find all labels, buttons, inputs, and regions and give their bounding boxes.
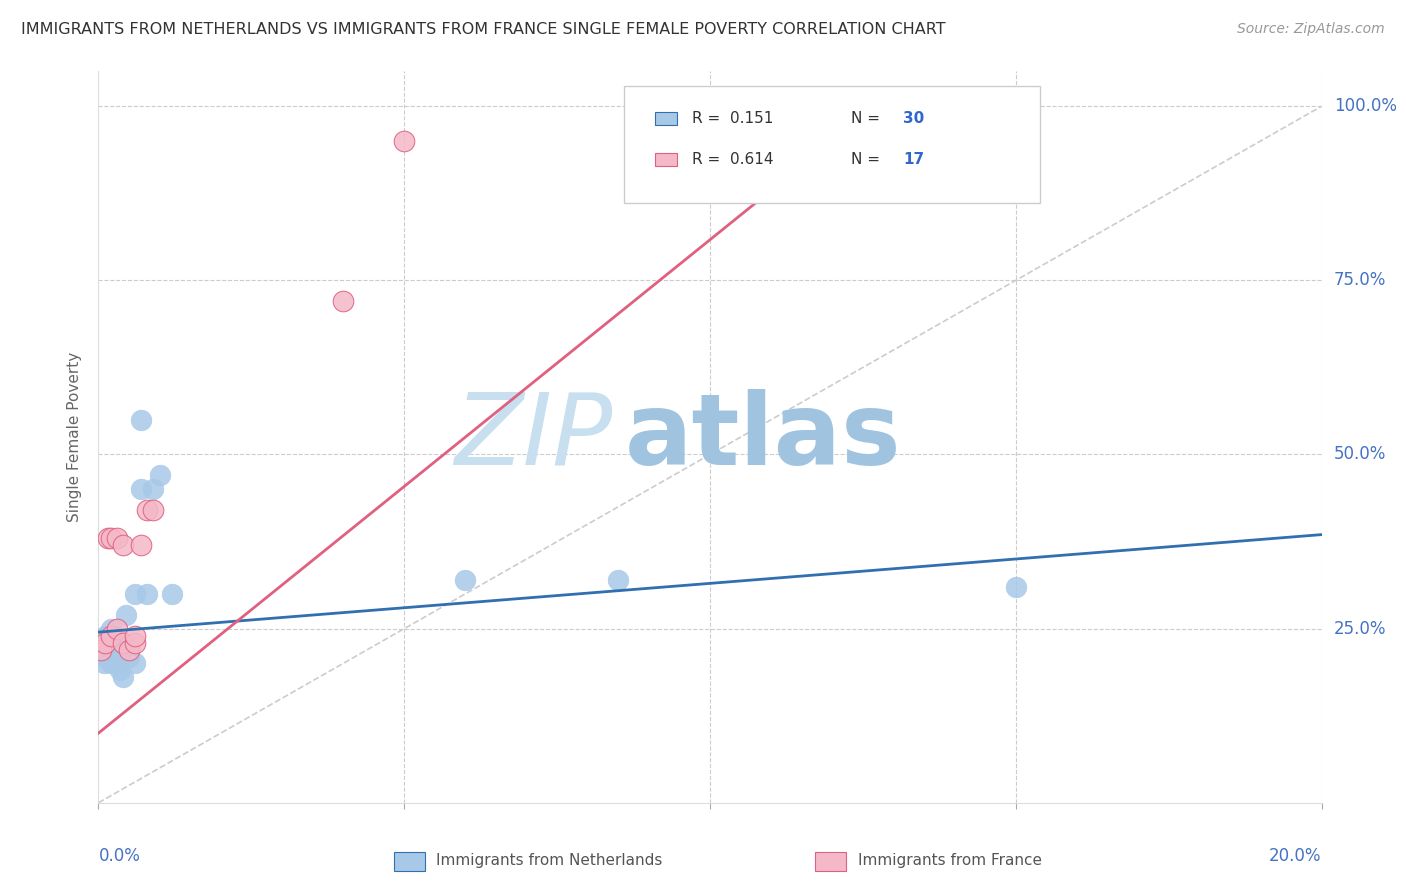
Point [124, 657, 146, 671]
Y-axis label: Single Female Poverty: Single Female Poverty [67, 352, 83, 522]
Point [607, 573, 630, 587]
Point [1004, 580, 1026, 594]
Point [118, 642, 141, 657]
Point [136, 503, 159, 517]
Text: Immigrants from France: Immigrants from France [858, 854, 1042, 868]
Point [105, 657, 128, 671]
Text: ZIP: ZIP [454, 389, 612, 485]
Point [124, 635, 146, 649]
Point [100, 622, 122, 636]
Text: 25.0%: 25.0% [1334, 620, 1386, 638]
Point [103, 629, 125, 643]
Point [392, 134, 416, 148]
Point [111, 538, 134, 552]
Point [124, 629, 146, 643]
Text: N =: N = [851, 112, 884, 127]
FancyBboxPatch shape [655, 153, 678, 166]
Text: Source: ZipAtlas.com: Source: ZipAtlas.com [1237, 22, 1385, 37]
Point [111, 635, 134, 649]
Text: R =  0.614: R = 0.614 [692, 152, 773, 167]
Point [100, 642, 122, 657]
Text: 17: 17 [903, 152, 924, 167]
FancyBboxPatch shape [655, 112, 678, 126]
Point [454, 573, 477, 587]
Point [332, 294, 354, 309]
Point [93, 629, 115, 643]
Text: 30: 30 [903, 112, 925, 127]
Text: 75.0%: 75.0% [1334, 271, 1386, 289]
Point [111, 642, 134, 657]
Text: 100.0%: 100.0% [1334, 97, 1398, 115]
Point [93, 649, 115, 664]
Point [100, 657, 122, 671]
Point [142, 483, 165, 497]
Point [100, 531, 122, 545]
Point [97, 649, 120, 664]
Point [118, 642, 141, 657]
Point [129, 538, 152, 552]
Point [91, 642, 114, 657]
Text: atlas: atlas [624, 389, 901, 485]
Point [105, 622, 128, 636]
Text: 50.0%: 50.0% [1334, 445, 1386, 464]
Point [97, 635, 120, 649]
Text: R =  0.151: R = 0.151 [692, 112, 773, 127]
Text: 0.0%: 0.0% [98, 847, 141, 864]
Text: IMMIGRANTS FROM NETHERLANDS VS IMMIGRANTS FROM FRANCE SINGLE FEMALE POVERTY CORR: IMMIGRANTS FROM NETHERLANDS VS IMMIGRANT… [21, 22, 946, 37]
Point [93, 657, 115, 671]
Text: N =: N = [851, 152, 884, 167]
Point [149, 468, 172, 483]
Point [105, 531, 128, 545]
Point [105, 649, 128, 664]
Point [111, 670, 134, 684]
Text: 20.0%: 20.0% [1270, 847, 1322, 864]
Point [115, 607, 138, 622]
Point [93, 635, 115, 649]
Point [90, 642, 112, 657]
Point [124, 587, 146, 601]
Point [160, 587, 183, 601]
Text: Immigrants from Netherlands: Immigrants from Netherlands [436, 854, 662, 868]
Point [129, 412, 152, 426]
Point [100, 629, 122, 643]
Point [136, 587, 159, 601]
Point [129, 483, 152, 497]
Point [142, 503, 165, 517]
Point [118, 649, 141, 664]
Point [108, 664, 131, 678]
Point [105, 642, 128, 657]
Point [97, 531, 120, 545]
FancyBboxPatch shape [624, 86, 1040, 203]
